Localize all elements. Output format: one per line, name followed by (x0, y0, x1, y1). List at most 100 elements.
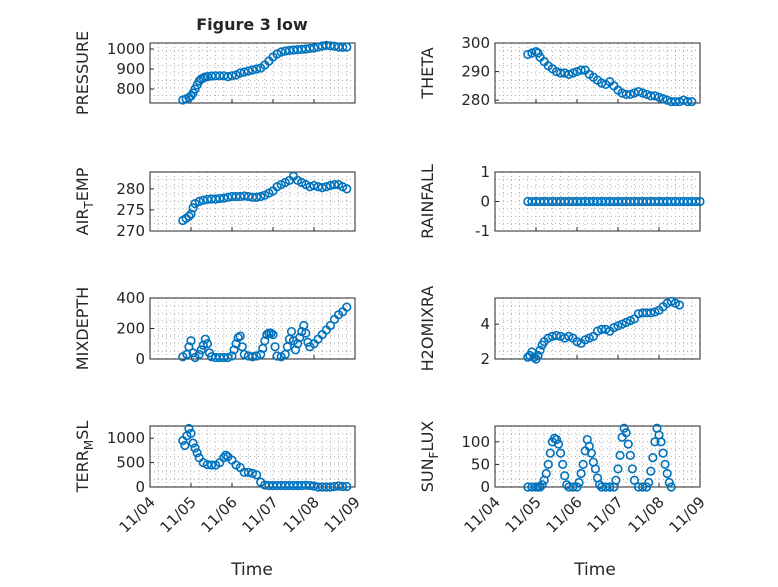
data-point (576, 65, 586, 75)
y-tick-label: 275 (116, 201, 145, 219)
y-tick-label: 1 (480, 163, 490, 181)
data-point (297, 326, 307, 337)
data-point (535, 482, 545, 492)
y-tick-label: 200 (116, 320, 145, 338)
data-point (621, 428, 631, 438)
y-tick-label: 900 (116, 60, 145, 78)
data-point (662, 468, 672, 479)
axes-frame (149, 425, 356, 488)
data-point (633, 86, 644, 97)
data-point (252, 351, 262, 361)
data-point (196, 345, 206, 355)
data-point (200, 334, 210, 344)
data-point (605, 482, 615, 492)
data-point (596, 78, 607, 88)
data-point (290, 345, 301, 355)
y-tick-label: 2 (480, 350, 490, 368)
x-tick-label: 11/09 (666, 493, 709, 536)
data-point (227, 71, 237, 81)
data-point (321, 182, 331, 192)
data-point (578, 459, 588, 470)
y-tick-label: 800 (116, 80, 145, 98)
data-point (586, 448, 596, 458)
data-point (590, 464, 601, 474)
data-point (186, 428, 196, 438)
y-tick-label: -1 (475, 222, 490, 240)
data-point (541, 468, 551, 479)
data-point (342, 302, 352, 312)
data-point (650, 437, 660, 447)
data-point (184, 211, 194, 221)
y-tick-label: 500 (116, 454, 145, 472)
x-tick-label: 11/06 (543, 493, 586, 536)
data-point (180, 440, 190, 451)
data-point (564, 69, 574, 80)
data-point (625, 89, 635, 100)
data-point (184, 423, 194, 434)
data-point (229, 345, 239, 355)
data-point (188, 438, 198, 448)
data-point (190, 443, 200, 453)
y-tick-label: 280 (116, 180, 145, 198)
subplot-rainfall: -1 0 1 RAINFALL (418, 163, 705, 240)
y-tick-label: 4 (480, 315, 490, 333)
data-point (637, 88, 648, 98)
data-point (658, 94, 668, 104)
figure-title: Figure 3 low (196, 15, 308, 34)
data-point (329, 180, 340, 190)
y-axis-label: THETA (418, 47, 437, 99)
data-point (551, 330, 562, 341)
x-tick-label: 11/06 (198, 493, 241, 536)
data-point (535, 345, 545, 355)
data-point (223, 71, 233, 82)
axes-frame (149, 42, 356, 104)
data-point (646, 308, 656, 318)
y-tick-label: 1000 (107, 429, 145, 447)
x-tick-label: 11/04 (461, 493, 504, 536)
y-tick-label: 270 (116, 222, 145, 240)
data-point (533, 350, 543, 361)
data-point (239, 67, 249, 77)
data-point (219, 453, 229, 463)
data-point (695, 196, 705, 207)
y-tick-label: 290 (461, 63, 490, 81)
data-point (325, 320, 336, 331)
y-tick-label: 0 (135, 350, 145, 368)
data-point (252, 192, 262, 202)
data-point (658, 448, 668, 458)
data-point (247, 468, 258, 478)
data-point (533, 48, 543, 58)
data-point (243, 467, 253, 477)
data-point (243, 66, 253, 76)
data-point (309, 43, 319, 53)
data-point (629, 475, 640, 485)
y-axis-label: PRESSURE (73, 31, 92, 115)
data-point (235, 331, 245, 341)
data-point (656, 437, 666, 447)
data-point (252, 470, 262, 480)
data-point (247, 352, 258, 362)
x-tick-label: 11/08 (625, 493, 668, 536)
data-point (625, 450, 635, 460)
data-point (691, 196, 701, 207)
data-point (198, 340, 208, 350)
data-point (596, 324, 607, 334)
data-point (646, 466, 656, 476)
data-point (523, 49, 533, 60)
data-point (286, 326, 297, 337)
data-point (619, 423, 629, 433)
data-point (576, 468, 586, 479)
axes-frame (494, 42, 701, 104)
data-point (192, 448, 202, 458)
subplot-mixdepth: 0 200 400 MIXDEPTH (73, 287, 356, 370)
subplot-pressure: 800 900 1000 PRESSURE (73, 31, 356, 115)
data-point (305, 43, 315, 54)
data-point (194, 349, 204, 360)
data-point (260, 336, 270, 346)
data-point (338, 42, 348, 53)
plot-area (495, 426, 700, 487)
data-point (644, 477, 654, 488)
data-point (623, 439, 633, 449)
data-point (252, 64, 262, 74)
